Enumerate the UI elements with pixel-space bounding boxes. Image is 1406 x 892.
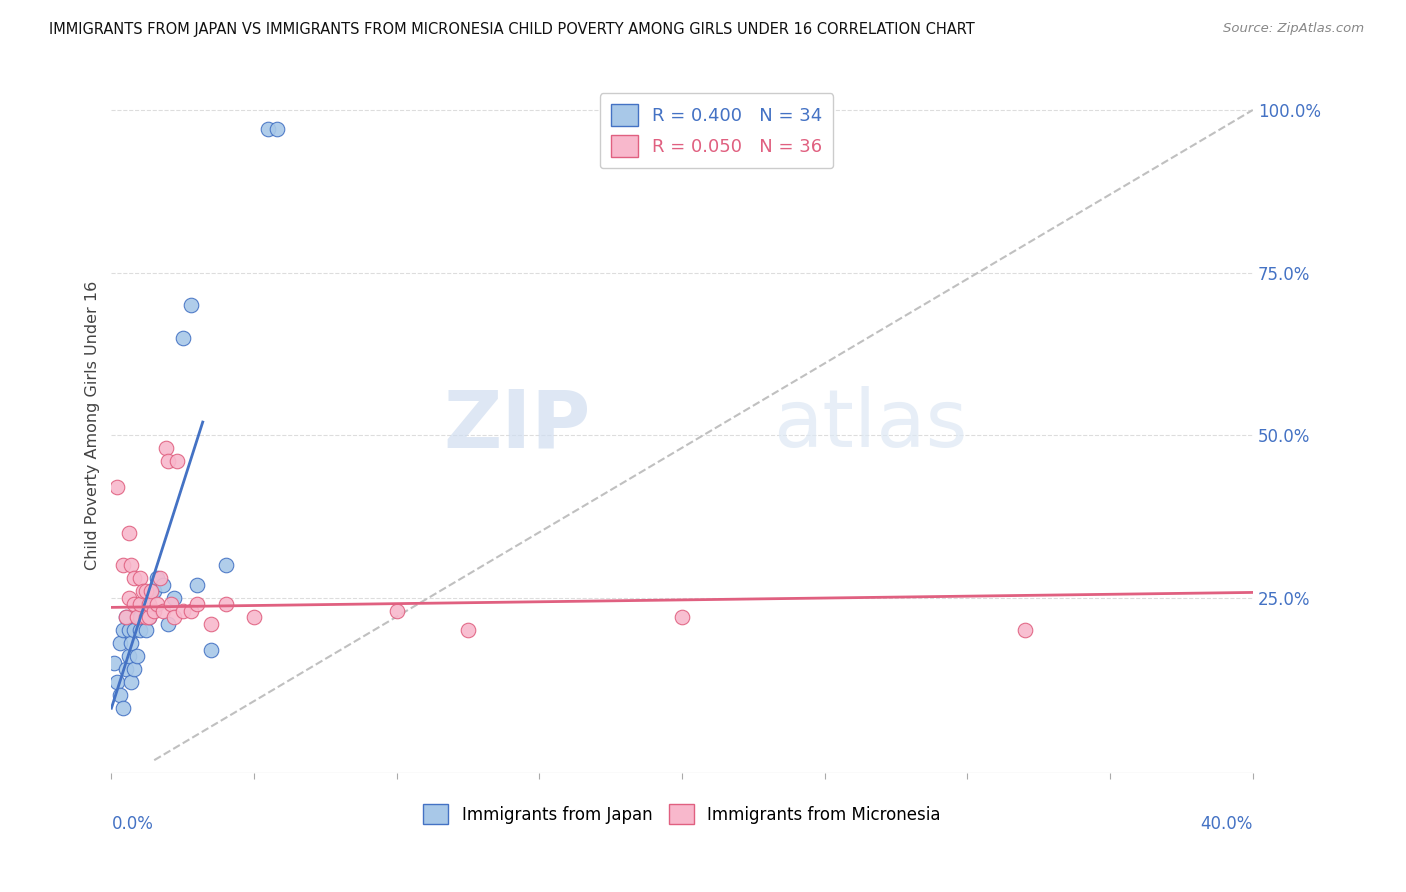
Point bbox=[186, 597, 208, 611]
Point bbox=[103, 656, 125, 670]
Point bbox=[172, 604, 194, 618]
Point bbox=[152, 577, 174, 591]
Text: IMMIGRANTS FROM JAPAN VS IMMIGRANTS FROM MICRONESIA CHILD POVERTY AMONG GIRLS UN: IMMIGRANTS FROM JAPAN VS IMMIGRANTS FROM… bbox=[49, 22, 974, 37]
Point bbox=[160, 597, 183, 611]
Point bbox=[671, 610, 693, 624]
Text: Source: ZipAtlas.com: Source: ZipAtlas.com bbox=[1223, 22, 1364, 36]
Point bbox=[186, 577, 208, 591]
Legend: Immigrants from Japan, Immigrants from Micronesia: Immigrants from Japan, Immigrants from M… bbox=[416, 797, 948, 831]
Point bbox=[166, 454, 188, 468]
Point bbox=[257, 122, 280, 136]
Text: 0.0%: 0.0% bbox=[111, 815, 153, 833]
Point bbox=[127, 649, 149, 664]
Point bbox=[114, 610, 136, 624]
Point bbox=[200, 616, 222, 631]
Point bbox=[122, 597, 145, 611]
Point bbox=[111, 701, 134, 715]
Point bbox=[122, 571, 145, 585]
Point bbox=[129, 610, 152, 624]
Y-axis label: Child Poverty Among Girls Under 16: Child Poverty Among Girls Under 16 bbox=[86, 281, 100, 570]
Point bbox=[1014, 623, 1036, 637]
Text: ZIP: ZIP bbox=[443, 386, 591, 465]
Point bbox=[157, 616, 180, 631]
Point bbox=[129, 571, 152, 585]
Point bbox=[114, 662, 136, 676]
Text: 40.0%: 40.0% bbox=[1201, 815, 1253, 833]
Point bbox=[138, 610, 160, 624]
Point bbox=[457, 623, 479, 637]
Point bbox=[117, 525, 139, 540]
Point bbox=[120, 636, 142, 650]
Point bbox=[138, 610, 160, 624]
Point bbox=[172, 330, 194, 344]
Point bbox=[105, 480, 128, 494]
Point bbox=[143, 604, 166, 618]
Point bbox=[163, 591, 186, 605]
Point bbox=[149, 571, 172, 585]
Point bbox=[200, 642, 222, 657]
Point bbox=[266, 122, 288, 136]
Point bbox=[143, 584, 166, 599]
Point bbox=[385, 604, 408, 618]
Point bbox=[122, 662, 145, 676]
Point bbox=[146, 597, 169, 611]
Point bbox=[214, 558, 236, 573]
Point bbox=[141, 584, 163, 599]
Point bbox=[146, 571, 169, 585]
Point bbox=[163, 610, 186, 624]
Point bbox=[108, 688, 131, 702]
Point bbox=[180, 298, 202, 312]
Point bbox=[132, 597, 155, 611]
Point bbox=[129, 623, 152, 637]
Point bbox=[214, 597, 236, 611]
Point bbox=[135, 610, 157, 624]
Point bbox=[132, 584, 155, 599]
Point bbox=[108, 636, 131, 650]
Point bbox=[135, 623, 157, 637]
Point bbox=[117, 623, 139, 637]
Point bbox=[111, 623, 134, 637]
Point bbox=[122, 623, 145, 637]
Point bbox=[105, 675, 128, 690]
Point bbox=[141, 584, 163, 599]
Point bbox=[135, 584, 157, 599]
Point bbox=[114, 610, 136, 624]
Point bbox=[117, 649, 139, 664]
Point bbox=[152, 604, 174, 618]
Point bbox=[180, 604, 202, 618]
Point bbox=[138, 597, 160, 611]
Point bbox=[117, 591, 139, 605]
Point bbox=[127, 610, 149, 624]
Point bbox=[155, 441, 177, 455]
Point bbox=[243, 610, 266, 624]
Point bbox=[120, 558, 142, 573]
Point bbox=[111, 558, 134, 573]
Point bbox=[129, 597, 152, 611]
Point bbox=[127, 610, 149, 624]
Point bbox=[120, 675, 142, 690]
Point bbox=[157, 454, 180, 468]
Text: atlas: atlas bbox=[773, 386, 967, 465]
